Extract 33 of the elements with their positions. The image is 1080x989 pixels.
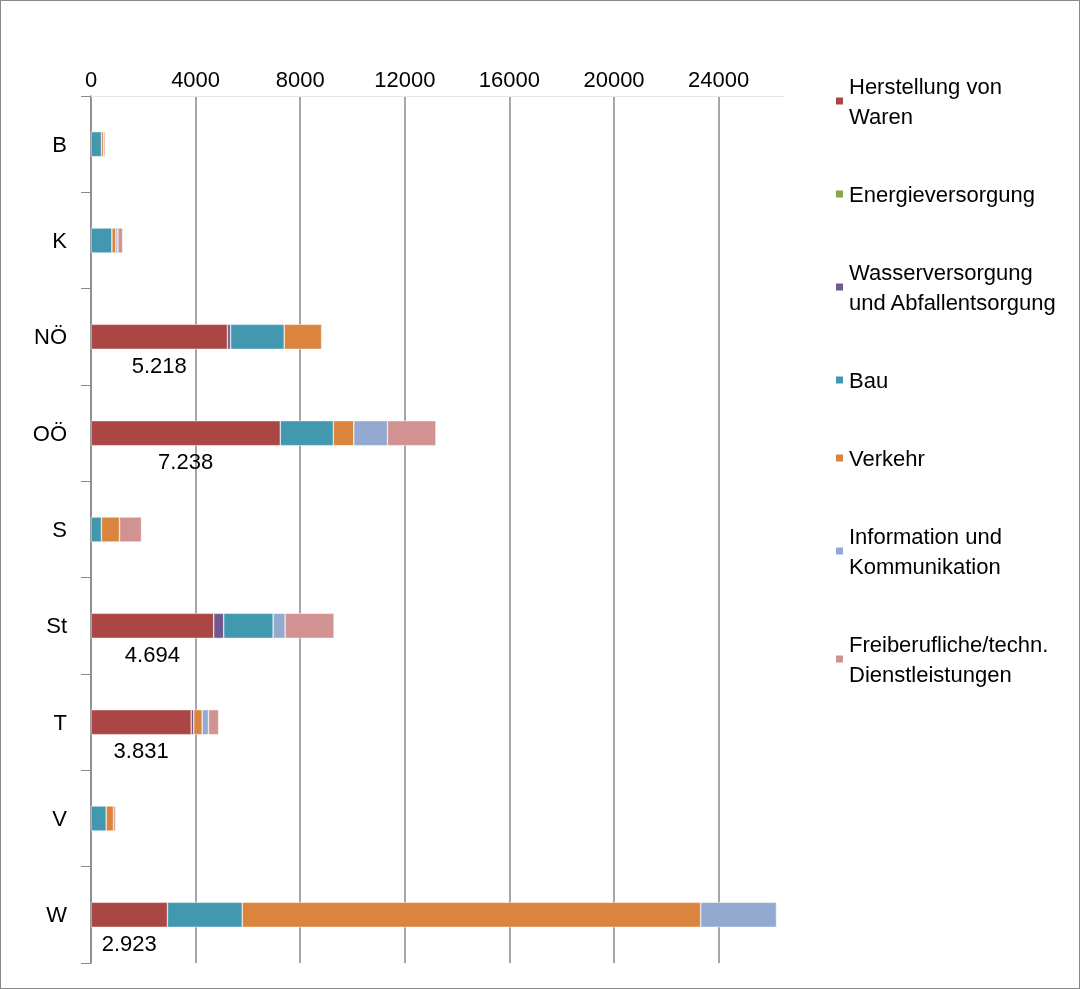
x-tick-label: 4000 — [171, 66, 221, 92]
y-tick-label: V — [52, 806, 68, 831]
y-tick-label: K — [52, 228, 68, 253]
legend-label: Verkehr — [849, 445, 925, 471]
y-tick-label: NÖ — [34, 324, 67, 350]
legend-label: Information und Kommunikation — [849, 523, 1008, 579]
x-tick-label: 12000 — [374, 66, 436, 92]
bar — [91, 131, 102, 157]
y-tick-label: OÖ — [32, 420, 67, 446]
legend-label: Energieversorgung — [849, 181, 1035, 207]
data-label: 7.238 — [158, 449, 214, 475]
data-label: 5.218 — [131, 352, 187, 378]
bar — [91, 324, 228, 350]
legend-label: Wasserversorgung und Abfallentsorgung — [849, 259, 1056, 315]
y-tick-label: B — [52, 131, 67, 157]
legend-label: Herstellung von Waren — [849, 73, 1008, 129]
bar — [91, 228, 112, 253]
data-label: 4.694 — [124, 641, 180, 667]
x-tick-label: 8000 — [275, 66, 325, 92]
bar — [91, 709, 192, 735]
y-tick-label: St — [46, 613, 67, 639]
x-tick-label: 24000 — [688, 66, 750, 92]
legend-label: Bau — [849, 367, 889, 393]
y-tick-label: T — [53, 709, 67, 735]
y-tick-label: S — [52, 517, 67, 542]
x-tick-label: 16000 — [478, 66, 541, 92]
bar — [117, 228, 123, 253]
y-tick-label: W — [46, 902, 68, 928]
legend-label: Freiberufliche/techn. Dienstleistungen — [849, 631, 1055, 687]
x-tick-label: 20000 — [583, 66, 645, 92]
data-label: 3.831 — [113, 738, 169, 764]
data-label: 2.923 — [101, 930, 157, 956]
x-tick-label: 0 — [84, 66, 98, 92]
